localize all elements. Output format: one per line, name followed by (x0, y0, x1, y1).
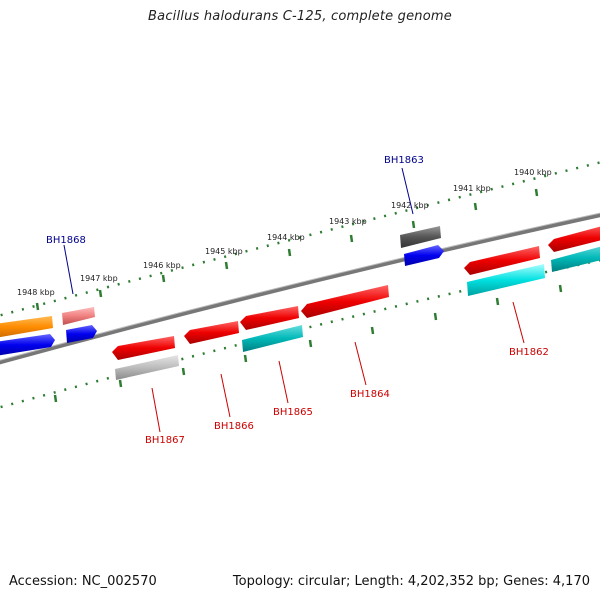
leader-line-bh1862 (512, 301, 525, 344)
leader-line-bh1866 (220, 373, 231, 418)
scale-label-1947: 1947 kbp (80, 274, 118, 283)
genome-summary: Topology: circular; Length: 4,202,352 bp… (232, 574, 590, 589)
scale-label-1940: 1940 kbp (514, 168, 552, 177)
gene-label-bh1864[interactable]: BH1864 (350, 389, 390, 400)
upper-major-ticks (35, 188, 539, 311)
gene-feature-teal-right[interactable] (551, 244, 600, 272)
gene-feature-bh1863-darkgray[interactable] (400, 226, 441, 248)
gene-feature-bh1867-red[interactable] (112, 336, 175, 360)
upper-scale-track (0, 161, 600, 317)
gene-feature-blue-left[interactable] (0, 334, 55, 356)
gene-feature-bh1862-cyan[interactable] (467, 264, 545, 296)
gene-label-bh1866[interactable]: BH1866 (214, 421, 254, 432)
leader-line-bh1864 (354, 341, 367, 386)
gene-label-bh1868[interactable]: BH1868 (46, 235, 86, 246)
map-title: Bacillus halodurans C-125, complete geno… (148, 9, 452, 24)
leader-line-bh1865 (278, 360, 289, 404)
gene-feature-bh1864-red[interactable] (301, 285, 389, 318)
leader-line-bh1868 (63, 244, 74, 295)
leader-line-bh1867 (151, 387, 161, 433)
gene-feature-bh1865-teal[interactable] (242, 325, 303, 352)
scale-label-1946: 1946 kbp (143, 261, 181, 270)
genome-backbone (0, 213, 600, 365)
scale-label-1948: 1948 kbp (17, 288, 55, 297)
gene-feature-bh1862-red[interactable] (464, 246, 540, 275)
scale-label-1943: 1943 kbp (329, 217, 367, 226)
gene-feature-bh1865-red[interactable] (240, 306, 299, 330)
gene-label-bh1863[interactable]: BH1863 (384, 155, 424, 166)
scale-label-1941: 1941 kbp (453, 184, 491, 193)
gene-feature-bh1866-red[interactable] (184, 321, 239, 344)
scale-label-1945: 1945 kbp (205, 247, 243, 256)
gene-feature-red-right[interactable] (548, 224, 600, 252)
gene-feature-bh1868-salmon[interactable] (62, 307, 95, 325)
gene-label-bh1865[interactable]: BH1865 (273, 407, 313, 418)
leader-line-bh1863 (401, 167, 414, 215)
gene-feature-bh1863-blue[interactable] (404, 245, 444, 266)
gene-label-bh1862[interactable]: BH1862 (509, 347, 549, 358)
gene-feature-orange[interactable] (0, 316, 53, 338)
scale-label-1944: 1944 kbp (267, 233, 305, 242)
gene-label-bh1867[interactable]: BH1867 (145, 435, 185, 446)
lower-major-ticks (53, 284, 563, 403)
accession-label: Accession: NC_002570 (9, 574, 157, 589)
gene-feature-bh1867-gray[interactable] (115, 355, 179, 380)
scale-label-1942: 1942 kbp (391, 201, 429, 210)
gene-feature-bh1868-blue[interactable] (66, 325, 97, 343)
